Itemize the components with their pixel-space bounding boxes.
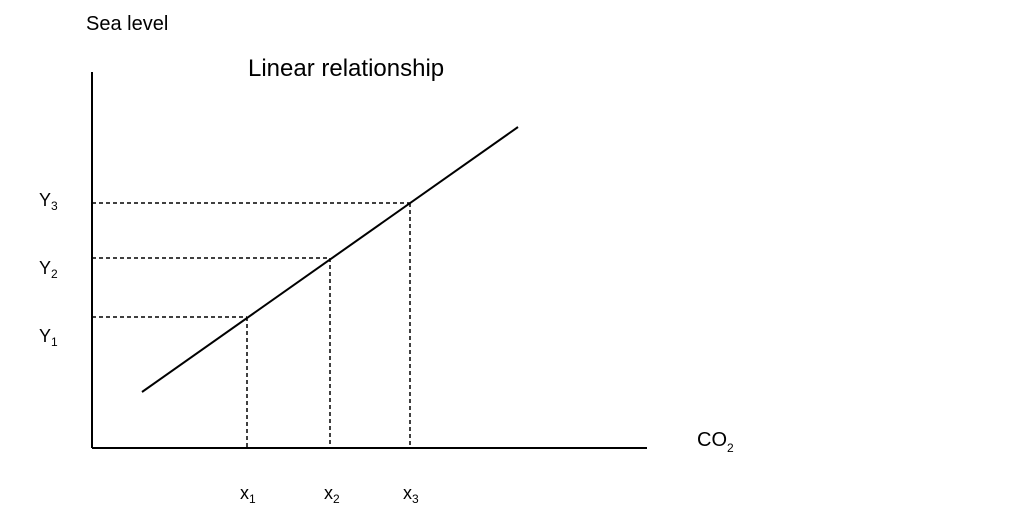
- x3-label: x3: [403, 483, 419, 506]
- diagram-title: Linear relationship: [248, 55, 444, 82]
- y3-label: Y3: [39, 190, 58, 213]
- y2-label: Y2: [39, 258, 58, 281]
- x1-label: x1: [240, 483, 256, 506]
- y-axis-label: Sea level: [86, 13, 168, 35]
- y1-label: Y1: [39, 326, 58, 349]
- x2-label: x2: [324, 483, 340, 506]
- x-axis-label: CO2: [697, 429, 734, 455]
